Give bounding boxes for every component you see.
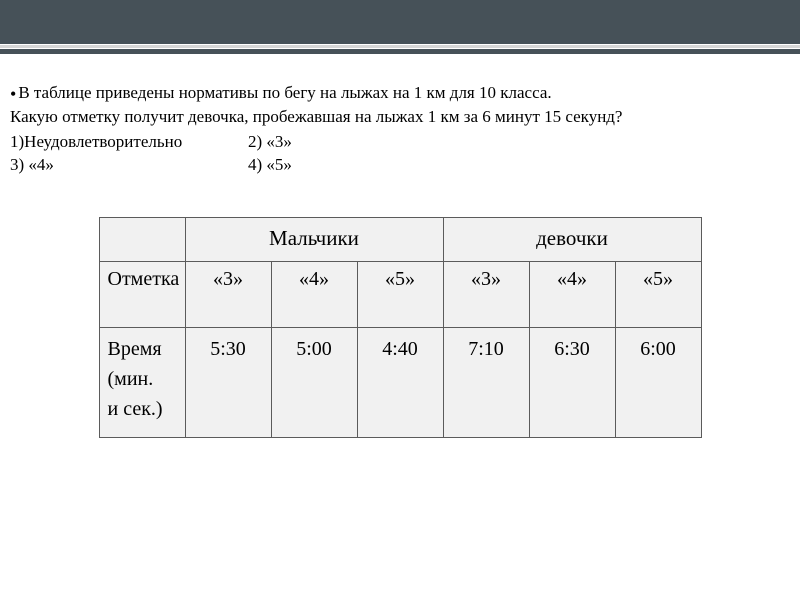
grade-row-label: Отметка bbox=[99, 262, 185, 328]
grade-girls-5: «5» bbox=[615, 262, 701, 328]
norms-table: Мальчики девочки Отметка «3» «4» «5» «3»… bbox=[99, 217, 702, 438]
grade-boys-5: «5» bbox=[357, 262, 443, 328]
question-line-1: •В таблице приведены нормативы по бегу н… bbox=[10, 82, 790, 106]
time-row-label-l2: (мин. bbox=[108, 368, 154, 390]
content-area: •В таблице приведены нормативы по бегу н… bbox=[0, 54, 800, 438]
bullet-icon: • bbox=[10, 84, 16, 104]
time-row-label-l1: Время bbox=[108, 338, 162, 360]
option-1: 1)Неудовлетворительно bbox=[10, 131, 240, 154]
option-4: 4) «5» bbox=[248, 154, 790, 177]
time-row-label: Время (мин. и сек.) bbox=[99, 328, 185, 438]
time-girls-5: 6:00 bbox=[615, 328, 701, 438]
time-boys-3: 5:30 bbox=[185, 328, 271, 438]
grade-boys-4: «4» bbox=[271, 262, 357, 328]
time-boys-4: 5:00 bbox=[271, 328, 357, 438]
time-girls-3: 7:10 bbox=[443, 328, 529, 438]
header-blank-cell bbox=[99, 218, 185, 262]
option-2: 2) «3» bbox=[248, 131, 790, 154]
top-banner bbox=[0, 0, 800, 54]
table-wrapper: Мальчики девочки Отметка «3» «4» «5» «3»… bbox=[10, 217, 790, 438]
header-boys: Мальчики bbox=[185, 218, 443, 262]
question-block: •В таблице приведены нормативы по бегу н… bbox=[10, 82, 790, 177]
table-header-row: Мальчики девочки bbox=[99, 218, 701, 262]
table-grade-row: Отметка «3» «4» «5» «3» «4» «5» bbox=[99, 262, 701, 328]
time-girls-4: 6:30 bbox=[529, 328, 615, 438]
grade-row-label-text: Отметка bbox=[108, 268, 180, 290]
header-girls: девочки bbox=[443, 218, 701, 262]
banner-stripe bbox=[0, 44, 800, 49]
grade-girls-3: «3» bbox=[443, 262, 529, 328]
option-3: 3) «4» bbox=[10, 154, 240, 177]
time-boys-5: 4:40 bbox=[357, 328, 443, 438]
grade-girls-4: «4» bbox=[529, 262, 615, 328]
time-row-label-l3: и сек.) bbox=[108, 398, 163, 420]
grade-boys-3: «3» bbox=[185, 262, 271, 328]
question-text-1: В таблице приведены нормативы по бегу на… bbox=[18, 83, 551, 102]
question-text-2: Какую отметку получит девочка, пробежавш… bbox=[10, 106, 790, 129]
table-time-row: Время (мин. и сек.) 5:30 5:00 4:40 7:10 … bbox=[99, 328, 701, 438]
answer-options: 1)Неудовлетворительно 2) «3» 3) «4» 4) «… bbox=[10, 131, 790, 177]
